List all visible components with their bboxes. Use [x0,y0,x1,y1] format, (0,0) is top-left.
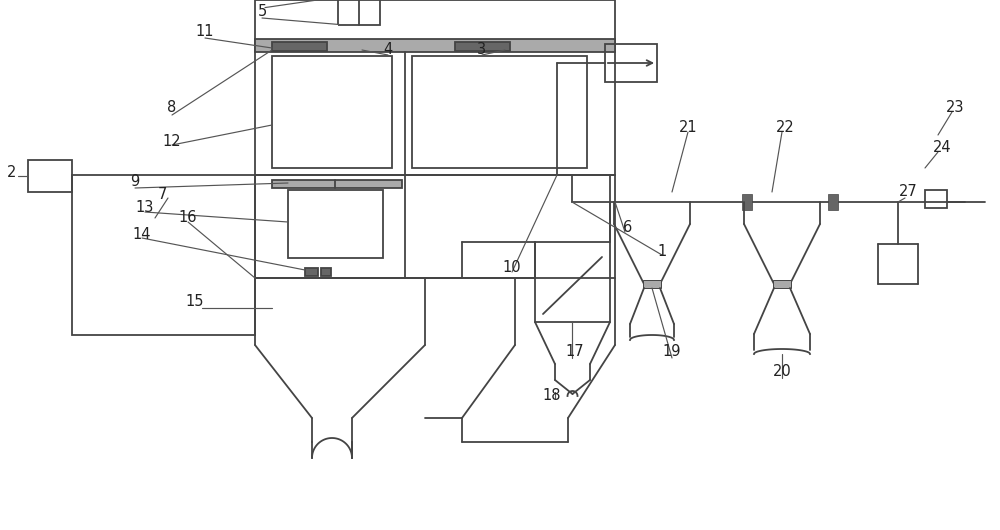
Text: 9: 9 [130,174,140,190]
Text: 11: 11 [196,24,214,40]
Text: 15: 15 [186,295,204,310]
Text: 10: 10 [503,261,521,276]
Text: 7: 7 [157,188,167,202]
Text: 20: 20 [773,365,791,379]
Bar [28,160,72,192]
Text: 19: 19 [663,344,681,359]
Text: 6: 6 [623,220,633,235]
Bar [255,39,615,52]
Text: 23: 23 [946,101,964,116]
Text: 13: 13 [136,200,154,216]
Text: 1: 1 [657,244,667,260]
Bar [255,175,615,278]
Bar [828,194,838,210]
Text: 8: 8 [167,101,177,116]
Bar [255,0,615,175]
Text: 21: 21 [679,120,697,136]
Text: 12: 12 [163,135,181,149]
Text: 17: 17 [566,344,584,359]
Text: 22: 22 [776,120,794,136]
Bar [272,56,392,168]
Text: 4: 4 [383,42,393,57]
Bar [773,280,791,288]
Text: 27: 27 [899,184,917,199]
Bar [925,190,947,208]
Bar [412,56,587,168]
Text: 5: 5 [257,4,267,20]
Text: 24: 24 [933,140,951,155]
Bar [288,190,383,258]
Text: 18: 18 [543,387,561,402]
Bar [72,175,255,335]
Bar [305,268,318,276]
Bar [455,42,510,51]
Text: 3: 3 [477,42,487,57]
Bar [272,180,402,188]
Bar [742,194,752,210]
Text: 14: 14 [133,227,151,243]
Bar [338,0,380,25]
Text: 2: 2 [7,165,17,181]
Bar [321,268,331,276]
Bar [272,42,327,51]
Bar [605,44,657,82]
Bar [535,242,610,322]
Text: 16: 16 [179,210,197,225]
Bar [643,280,661,288]
